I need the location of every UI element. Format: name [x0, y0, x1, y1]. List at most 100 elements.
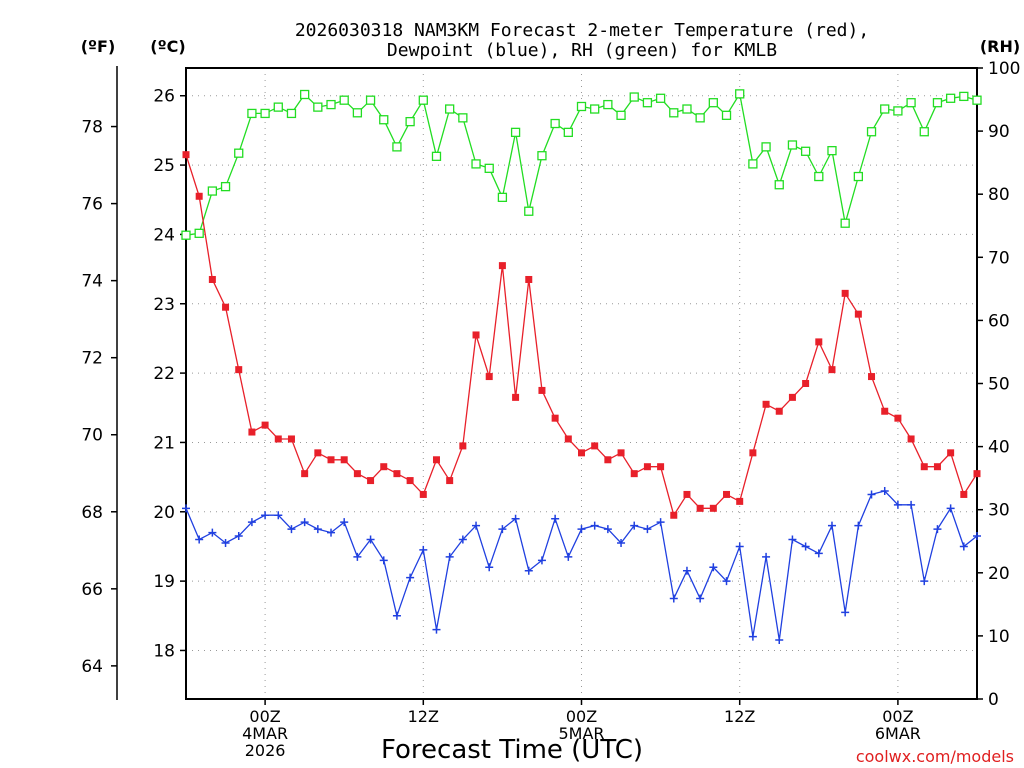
temperature-point	[222, 303, 230, 311]
temperature-point	[775, 407, 783, 415]
celsius-unit-label: (ºC)	[150, 37, 185, 56]
rh-point	[524, 206, 534, 216]
celsius-tick-label: 22	[153, 364, 175, 384]
temperature-point	[868, 373, 876, 381]
celsius-tick-label: 25	[153, 156, 175, 176]
rh-point	[260, 108, 270, 119]
dewpoint-point	[617, 538, 626, 547]
rh-tick-label: 20	[988, 564, 1010, 584]
temperature-point	[301, 470, 309, 478]
temperature-point	[947, 449, 955, 457]
dewpoint-point	[722, 577, 731, 586]
dewpoint-point	[537, 556, 546, 565]
rh-point	[273, 102, 283, 112]
temperature-point	[894, 414, 902, 422]
dewpoint-point	[841, 608, 850, 617]
dewpoint-point	[735, 542, 744, 551]
dewpoint-point	[577, 525, 586, 534]
dewpoint-point	[445, 552, 454, 561]
temperature-point	[287, 435, 295, 443]
temperature-point	[485, 373, 493, 381]
rh-point	[945, 93, 956, 103]
dewpoint-point	[182, 504, 190, 513]
fahrenheit-tick-label: 70	[81, 426, 103, 446]
temperature-point	[933, 463, 941, 471]
temperature-point	[709, 504, 717, 512]
rh-point	[642, 98, 653, 108]
dewpoint-point	[801, 542, 810, 551]
temperature-point	[432, 456, 440, 464]
series-dewpoint	[182, 486, 981, 645]
temperature-point	[630, 470, 638, 478]
rh-point	[576, 101, 587, 112]
rh-unit-label: (RH)	[980, 37, 1020, 56]
rh-point	[616, 110, 626, 120]
rh-tick-label: 30	[988, 501, 1010, 521]
dewpoint-point	[973, 532, 981, 541]
dewpoint-point	[656, 518, 665, 527]
dewpoint-point	[511, 514, 520, 523]
celsius-ticks: 18 19 20 21 22 23 24 25 26	[153, 87, 186, 661]
celsius-tick-label: 20	[153, 503, 175, 523]
rh-point	[181, 230, 191, 240]
rh-point	[510, 127, 521, 138]
rh-point	[853, 171, 863, 182]
temperature-point	[723, 490, 731, 498]
dewpoint-point	[208, 528, 217, 537]
rh-point	[471, 159, 481, 169]
dewpoint-point	[867, 490, 876, 499]
rh-point	[682, 104, 692, 114]
dewpoint-point	[406, 573, 415, 582]
dewpoint-line	[185, 490, 978, 641]
rh-point	[379, 115, 389, 125]
celsius-tick-label: 23	[153, 295, 175, 315]
time-tick-label: 5MAR	[558, 724, 604, 743]
dewpoint-point	[630, 521, 639, 530]
temperature-point	[340, 456, 348, 464]
rh-tick-label: 70	[988, 248, 1010, 268]
dewpoint-point	[261, 511, 270, 520]
rh-point	[761, 142, 771, 152]
dewpoint-point	[247, 518, 256, 527]
rh-point	[247, 108, 257, 119]
rh-point	[313, 102, 323, 112]
fahrenheit-tick-label: 66	[81, 580, 103, 600]
temperature-point	[406, 477, 414, 485]
temperature-point	[525, 275, 533, 283]
dewpoint-point	[669, 594, 678, 603]
rh-point	[774, 180, 784, 190]
temperature-point	[274, 435, 282, 443]
dewpoint-point	[195, 535, 204, 544]
dewpoint-point	[551, 514, 560, 523]
temperature-point	[578, 449, 585, 457]
rh-point	[418, 95, 428, 105]
rh-point	[866, 127, 877, 137]
rh-point	[735, 89, 745, 99]
grid-lines	[186, 68, 977, 699]
rh-point	[220, 181, 231, 192]
dewpoint-point	[524, 566, 533, 575]
temperature-point	[802, 380, 810, 387]
dewpoint-point	[353, 552, 362, 561]
dewpoint-point	[564, 552, 573, 561]
temperature-point	[788, 393, 796, 401]
time-tick-label: 12Z	[724, 707, 755, 726]
rh-point	[906, 98, 916, 108]
dewpoint-point	[880, 486, 889, 495]
rh-tick-label: 100	[988, 59, 1020, 79]
chart-title-line1: 2026030318 NAM3KM Forecast 2-meter Tempe…	[295, 20, 869, 41]
temperature-point	[854, 310, 862, 318]
temperature-point	[380, 463, 388, 471]
temperature-point	[841, 289, 849, 297]
rh-point	[497, 192, 508, 203]
rh-point	[972, 95, 982, 105]
rh-tick-label: 60	[988, 311, 1010, 331]
rh-point	[339, 95, 349, 105]
dewpoint-point	[643, 525, 652, 534]
time-tick-label: 2026	[245, 741, 286, 760]
rh-point	[959, 91, 969, 102]
rh-point	[207, 186, 218, 196]
rh-point	[431, 151, 442, 161]
rh-tick-label: 90	[988, 122, 1010, 142]
